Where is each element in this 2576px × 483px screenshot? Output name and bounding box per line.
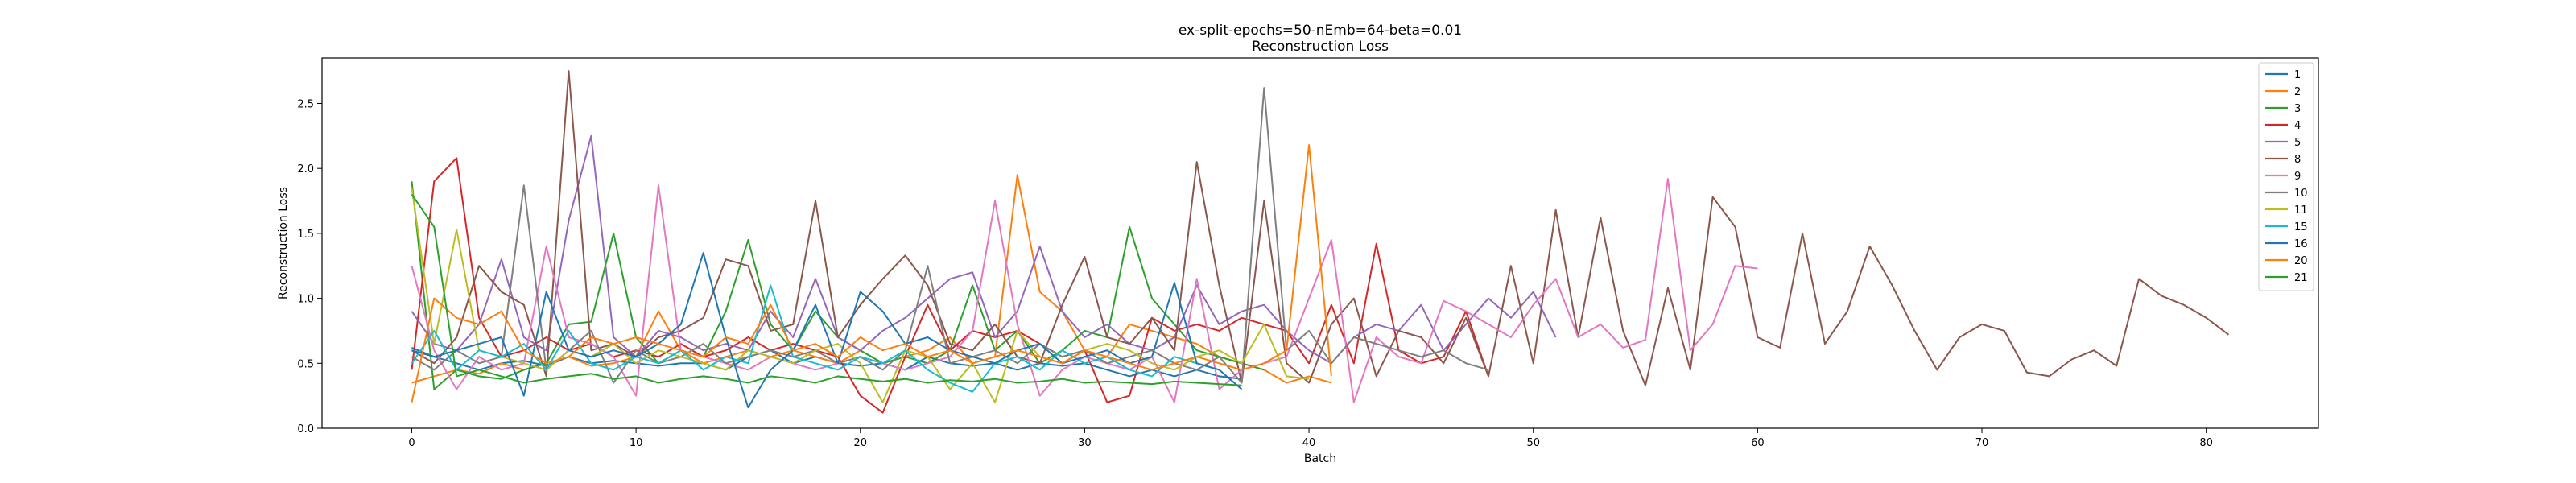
- legend-label-15: 15: [2294, 221, 2308, 233]
- series-line-5: [411, 134, 1557, 365]
- y-tick-label: 2.5: [297, 98, 314, 110]
- x-tick-label: 60: [1751, 437, 1765, 449]
- y-tick-label: 1.0: [297, 294, 314, 306]
- legend-label-8: 8: [2294, 154, 2301, 166]
- x-tick-label: 80: [2199, 437, 2213, 449]
- legend-box: [2258, 62, 2314, 291]
- series-line-15: [411, 284, 1220, 393]
- series-line-21: [411, 193, 1242, 386]
- legend-label-3: 3: [2294, 103, 2301, 115]
- series-line-16: [411, 252, 1243, 409]
- x-tick-label: 40: [1302, 437, 1316, 449]
- x-axis-label: Batch: [1304, 452, 1336, 465]
- legend-label-5: 5: [2294, 137, 2301, 149]
- x-tick-label: 10: [630, 437, 643, 449]
- legend-label-20: 20: [2294, 255, 2308, 267]
- legend-label-10: 10: [2294, 188, 2308, 200]
- series-line-10: [411, 87, 1489, 384]
- y-tick-label: 0.0: [297, 423, 314, 436]
- series-line-8: [411, 70, 2230, 386]
- axes-frame: [321, 57, 2319, 429]
- y-tick-label: 0.5: [297, 358, 314, 370]
- y-tick-label: 2.0: [297, 163, 314, 175]
- legend-label-11: 11: [2294, 204, 2308, 217]
- legend: 1 2 3 4 5 8 9 10 11 15 16 20 21: [2258, 62, 2314, 291]
- series-group: [411, 70, 2230, 414]
- x-tick-label: 30: [1078, 437, 1092, 449]
- legend-label-1: 1: [2294, 69, 2301, 81]
- y-axis-label: Reconstruction Loss: [277, 187, 290, 299]
- legend-label-4: 4: [2294, 120, 2301, 132]
- x-axis: 0 10 20 30 40 50 60 70 80: [408, 428, 2213, 449]
- x-tick-label: 20: [853, 437, 867, 449]
- chart-title: ex-split-epochs=50-nEmb=64-beta=0.01: [1179, 23, 1462, 39]
- x-tick-label: 0: [408, 437, 415, 449]
- x-tick-label: 70: [1975, 437, 1989, 449]
- legend-label-16: 16: [2294, 238, 2308, 250]
- y-axis: 0.0 0.5 1.0 1.5 2.0 2.5: [297, 98, 322, 436]
- x-tick-label: 50: [1526, 437, 1540, 449]
- series-line-11: [411, 188, 1310, 403]
- legend-label-9: 9: [2294, 171, 2301, 183]
- legend-label-21: 21: [2294, 272, 2308, 284]
- chart-subtitle: Reconstruction Loss: [1252, 39, 1389, 55]
- series-line-20: [411, 144, 1332, 402]
- y-tick-label: 1.5: [297, 229, 314, 241]
- legend-label-2: 2: [2294, 86, 2301, 98]
